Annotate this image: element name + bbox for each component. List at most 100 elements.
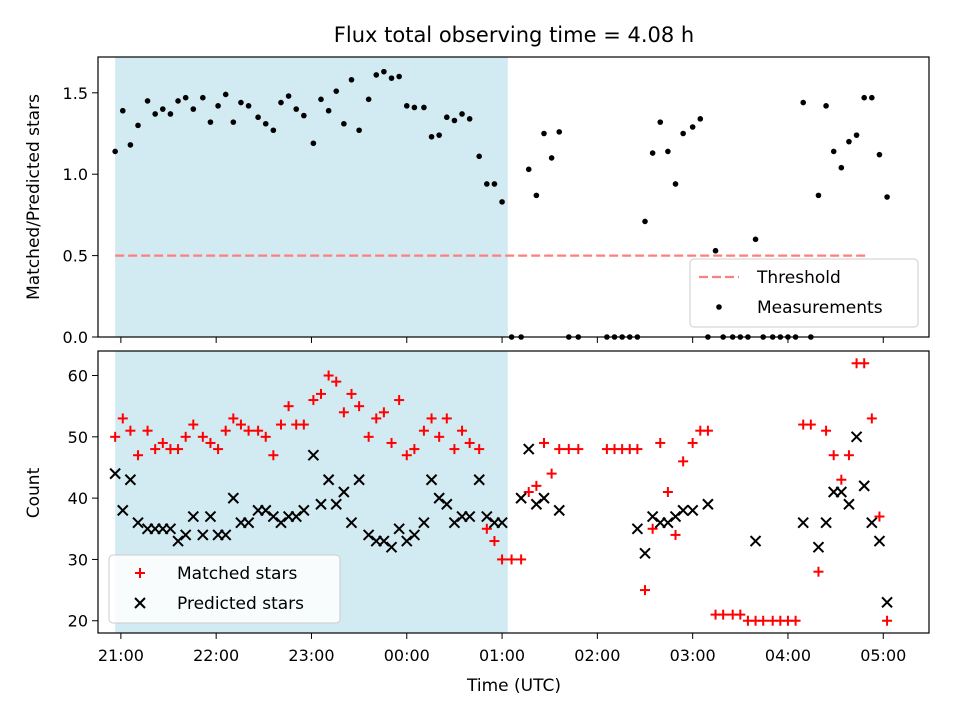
x-tick-label: 02:00: [574, 646, 620, 665]
matched-star-point: [813, 566, 824, 577]
measurement-point: [642, 218, 648, 225]
x-marker-b: [338, 486, 350, 498]
measurement-point: [175, 98, 181, 104]
bottom-y-tick-label: 40: [68, 489, 88, 508]
x-marker-b: [267, 510, 280, 523]
x-marker-b: [812, 541, 825, 553]
x-tick-label: 22:00: [193, 646, 239, 665]
x-marker-b: [418, 516, 430, 529]
x-marker-b: [197, 529, 209, 541]
matched-star-point: [882, 615, 893, 626]
measurement-point: [152, 111, 158, 117]
x-marker-b: [515, 492, 527, 504]
measurement-point: [466, 116, 473, 122]
predicted-star-point: [179, 529, 192, 541]
predicted-star-point: [463, 510, 476, 523]
bottom-y-tick-label: 60: [68, 367, 88, 386]
predicted-star-point: [646, 510, 659, 523]
bottom-legend: Matched stars Predicted stars: [108, 554, 341, 624]
measurement-point: [127, 142, 134, 148]
matched-star-point: [523, 487, 534, 497]
measurement-point: [436, 132, 442, 138]
matched-star-point: [228, 413, 239, 424]
x-marker-b: [749, 535, 762, 547]
matched-star-point: [346, 388, 357, 399]
measurement-point: [649, 150, 656, 156]
x-marker-b: [473, 474, 485, 486]
bottom-y-tick-label: 50: [68, 428, 88, 447]
x-marker-b: [669, 510, 682, 523]
x-axis-label: Time (UTC): [466, 676, 561, 696]
x-tick-label: 21:00: [98, 646, 144, 665]
x-marker-b: [866, 516, 878, 529]
predicted-star-point: [843, 498, 855, 510]
legend-measurements-label: Measurements: [757, 298, 883, 318]
predicted-star-point: [797, 516, 809, 529]
predicted-star-point: [835, 486, 848, 498]
bottom-y-axis-label: Count: [24, 467, 44, 518]
predicted-star-point: [639, 547, 651, 560]
top-panel: 0.0 0.5 1.0 1.5 Threshold Measurements: [63, 56, 930, 347]
matched-star-point: [197, 431, 208, 442]
matched-star-point: [670, 529, 681, 540]
matched-star-point: [298, 419, 309, 430]
predicted-star-point: [686, 504, 699, 517]
matched-star-point: [821, 425, 832, 436]
predicted-star-point: [433, 492, 445, 504]
matched-star-point: [283, 401, 294, 412]
x-tick-label: 01:00: [479, 646, 525, 665]
measurement-point: [318, 96, 324, 103]
matched-star-point: [506, 554, 517, 565]
measurement-point: [830, 148, 837, 155]
measurement-point: [800, 99, 807, 106]
x-marker-b: [686, 504, 699, 517]
matched-star-point: [735, 609, 746, 620]
predicted-star-point: [124, 474, 137, 486]
x-tick-label: 03:00: [670, 646, 716, 665]
matched-star-point: [655, 437, 666, 448]
measurement-point: [689, 124, 696, 130]
x-marker-b: [843, 498, 855, 510]
measurement-point: [861, 94, 867, 101]
matched-star-point: [632, 444, 643, 455]
matched-star-point: [418, 425, 429, 436]
matched-star-point: [516, 554, 527, 565]
matched-star-point: [260, 431, 271, 442]
matched-star-point: [323, 370, 334, 381]
measurement-point: [853, 132, 860, 138]
x-tick-label: 23:00: [288, 646, 334, 665]
measurement-point: [190, 106, 197, 112]
measurement-point: [884, 194, 890, 200]
measurement-point: [876, 151, 883, 158]
top-legend: Threshold Measurements: [689, 258, 919, 328]
x-marker-b: [401, 535, 413, 547]
x-marker-b: [187, 510, 200, 523]
matched-star-point: [718, 609, 729, 620]
predicted-star-point: [702, 498, 714, 510]
measurement-point: [499, 199, 505, 205]
bottom-series-plus: [110, 358, 893, 626]
predicted-star-point: [260, 504, 272, 517]
x-marker-b: [275, 516, 287, 529]
matched-star-point: [354, 401, 365, 412]
predicted-star-point: [448, 516, 461, 529]
matched-star-point: [554, 444, 565, 455]
x-marker-b: [134, 597, 146, 609]
predicted-star-point: [219, 529, 232, 541]
bottom-panel: 20 30 40 50 60 21:00 22:00 23:00 00:00 01:00 02:00…: [68, 350, 930, 665]
legend-threshold-label: Threshold: [756, 268, 841, 288]
x-marker-b: [496, 516, 508, 529]
x-marker-b: [425, 474, 438, 486]
matched-star-point: [235, 419, 246, 430]
measurement-point: [657, 119, 664, 125]
measurement-point: [341, 120, 347, 127]
predicted-star-point: [132, 516, 144, 529]
matched-star-point: [275, 419, 286, 430]
measurement-point: [160, 106, 166, 112]
x-marker-b: [881, 596, 893, 609]
predicted-star-point: [227, 492, 240, 504]
matched-star-point: [188, 419, 199, 430]
x-marker-b: [530, 498, 543, 510]
x-marker-b: [132, 516, 144, 529]
matched-star-point: [687, 437, 698, 448]
